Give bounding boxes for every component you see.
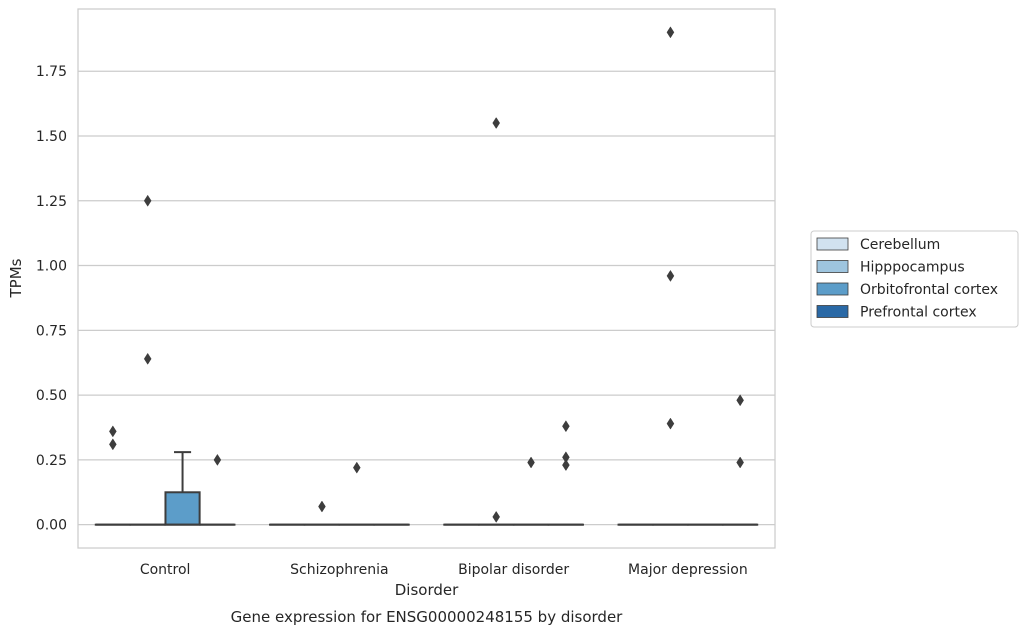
- plot-frame: [77, 8, 776, 549]
- outlier-point: [213, 453, 222, 466]
- box-orbitofrontal-cortex-bipolar-disorder: [512, 456, 550, 526]
- legend-label: Prefrontal cortex: [860, 305, 977, 321]
- y-tick-label: 0.00: [36, 518, 67, 534]
- legend-frame: [810, 230, 1019, 328]
- legend-swatch: [816, 282, 849, 296]
- y-tick-label: 1.00: [36, 259, 67, 275]
- x-tick-label: Major depression: [628, 562, 748, 578]
- outlier-point: [666, 269, 675, 282]
- outlier-point: [143, 352, 152, 365]
- plot-marks: [94, 26, 759, 526]
- box-prefrontal-cortex-control: [199, 453, 236, 526]
- box-hipppocampus-schizophrenia: [303, 500, 341, 526]
- box-orbitofrontal-cortex-schizophrenia: [338, 461, 375, 526]
- box-prefrontal-cortex-bipolar-disorder: [547, 420, 584, 526]
- outlier-point: [492, 117, 500, 129]
- outlier-point: [109, 425, 117, 438]
- x-tick-label: Bipolar disorder: [458, 562, 569, 578]
- y-axis-label: TPMs: [7, 258, 25, 298]
- legend-item-cerebellum: Cerebellum: [816, 237, 940, 253]
- y-tick-label: 1.75: [36, 64, 67, 80]
- legend-item-prefrontal-cortex: Prefrontal cortex: [816, 305, 977, 321]
- box-hipppocampus-bipolar-disorder: [478, 117, 515, 526]
- outlier-point: [666, 417, 675, 430]
- legend-label: Cerebellum: [860, 237, 940, 253]
- gridlines: [78, 70, 775, 526]
- y-tick-label: 0.50: [36, 388, 67, 404]
- legend: Cerebellum Hipppocampus Orbitofrontal cort…: [810, 230, 1019, 328]
- outlier-point: [736, 456, 744, 469]
- box-orbitofrontal-cortex-control: [164, 451, 201, 526]
- legend-item-hipppocampus: Hipppocampus: [816, 260, 965, 276]
- box-prefrontal-cortex-major-depression: [722, 394, 759, 526]
- box-hipppocampus-major-depression: [652, 26, 689, 526]
- outlier-point: [353, 461, 361, 474]
- y-tick-label: 0.75: [36, 323, 67, 339]
- x-tick-labels: Control Schizophrenia Bipolar disorder Majo…: [140, 562, 748, 578]
- x-tick-label: Schizophrenia: [290, 562, 388, 578]
- y-tick-label: 0.25: [36, 453, 67, 469]
- y-tick-label: 1.50: [36, 129, 67, 145]
- box-body: [164, 491, 201, 526]
- y-tick-label: 1.25: [36, 194, 67, 210]
- legend-swatch: [816, 305, 849, 318]
- box-hipppocampus-control: [129, 194, 166, 526]
- outlier-point: [527, 456, 535, 469]
- figure-caption: Gene expression for ENSG00000248155 by d…: [231, 608, 624, 626]
- outlier-point: [736, 394, 744, 407]
- outlier-point: [109, 438, 117, 451]
- outlier-point: [562, 459, 570, 472]
- legend-label: Hipppocampus: [860, 260, 965, 276]
- outlier-point: [318, 500, 326, 513]
- outlier-point: [562, 420, 570, 433]
- box-cerebellum-control: [94, 425, 131, 526]
- legend-swatch: [816, 260, 849, 273]
- legend-label: Orbitofrontal cortex: [860, 282, 998, 298]
- outlier-point: [666, 26, 675, 39]
- legend-item-orbitofrontal-cortex: Orbitofrontal cortex: [816, 282, 998, 298]
- x-tick-label: Control: [140, 562, 191, 578]
- legend-swatch: [816, 237, 849, 251]
- outlier-point: [492, 510, 500, 523]
- x-axis-label: Disorder: [395, 581, 459, 599]
- outlier-point: [143, 194, 152, 207]
- y-tick-labels: 0.00 0.25 0.50 0.75 1.00 1.25 1.50 1.75: [36, 64, 67, 533]
